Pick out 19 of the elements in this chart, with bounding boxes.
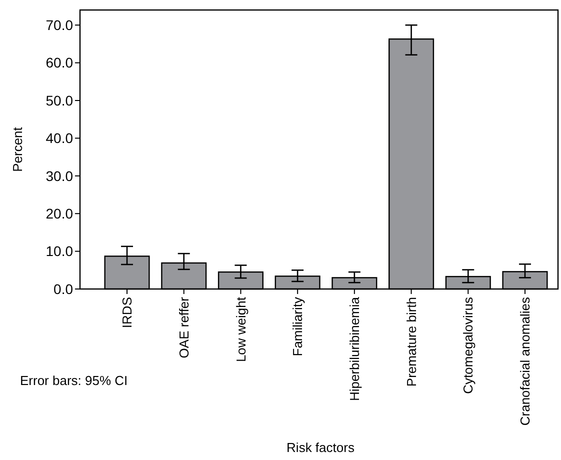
y-tick-label: 60.0 [46,54,74,71]
y-tick-label: 70.0 [46,16,74,33]
y-tick-label: 30.0 [46,168,74,184]
y-tick-label: 0.0 [54,280,74,297]
x-axis-title: Risk factors [286,440,355,455]
text: Error bars: 95% CI [20,373,128,388]
x-tick-label: Cranofacial anomalies [518,296,533,426]
x-tick-label: Premature birth [404,297,419,387]
x-tick-label: Familiarity [290,296,306,356]
y-tick-label: 20.0 [46,205,74,222]
y-axis-title: Percent [10,126,25,172]
x-tick-label: Low weight [233,296,248,362]
y-tick-label: 10.0 [46,243,74,260]
x-tick-label: Hiperbiluribinemia [346,296,362,402]
x-tick-label: OAE reffer [176,296,192,358]
y-tick-label: 50.0 [46,92,74,108]
y-tick-label: 40.0 [46,130,74,146]
x-tick-label: Cytomegalovirus [460,296,476,394]
x-tick-label: IRDS [120,296,135,328]
